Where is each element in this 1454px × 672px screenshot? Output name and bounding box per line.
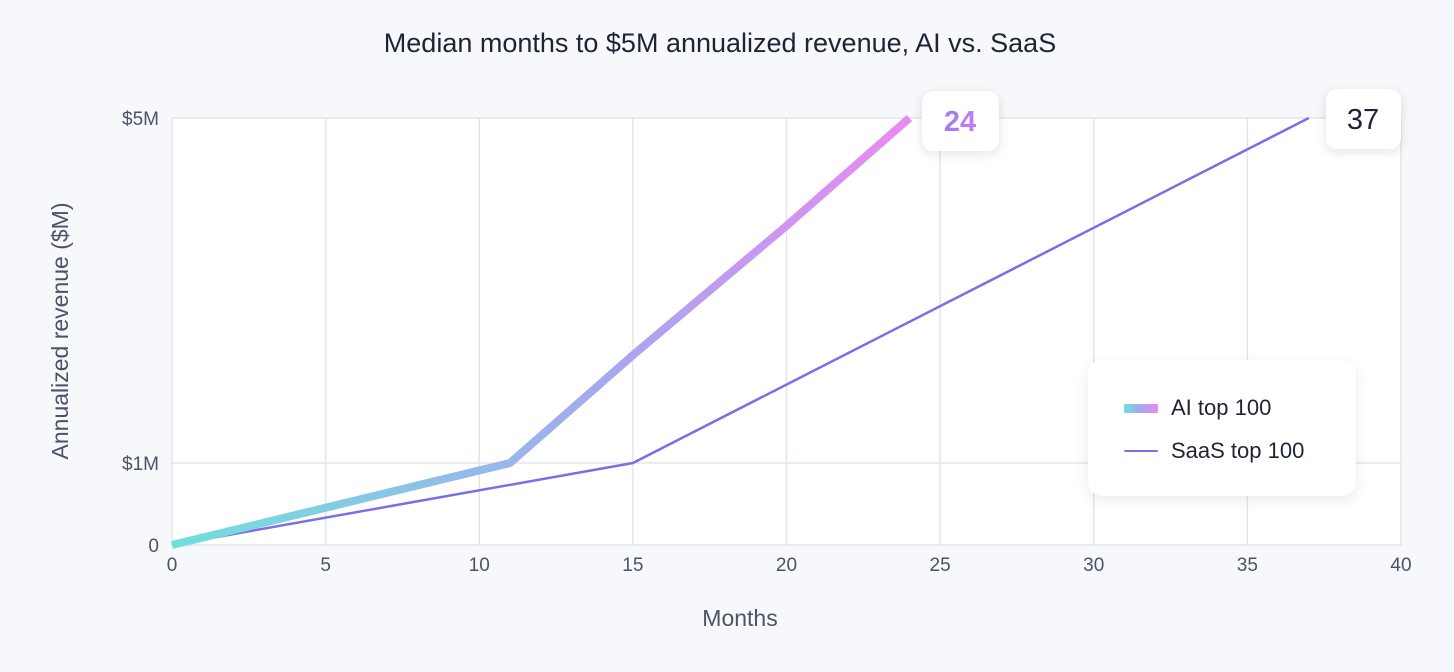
legend: AI top 100 SaaS top 100 — [1088, 360, 1356, 496]
saas-series-line — [171, 116, 1310, 547]
saas-end-label: 37 — [1326, 89, 1401, 149]
x-tick-label: 0 — [167, 555, 178, 576]
x-tick-label: 35 — [1237, 555, 1258, 576]
legend-item-saas: SaaS top 100 — [1124, 436, 1304, 466]
x-tick-label: 20 — [776, 555, 797, 576]
x-tick-label: 15 — [622, 555, 643, 576]
series — [171, 114, 1310, 549]
chart-title: Median months to $5M annualized revenue,… — [383, 28, 1057, 58]
saas-end-label-text: 37 — [1347, 104, 1379, 136]
legend-item-ai: AI top 100 — [1124, 393, 1271, 423]
x-tick-label: 30 — [1083, 555, 1104, 576]
y-axis-label: Annualized revenue ($M) — [47, 203, 73, 460]
legend-label-ai: AI top 100 — [1171, 395, 1272, 420]
x-tick-label: 10 — [469, 555, 490, 576]
ai-end-label: 24 — [922, 91, 999, 151]
ai-series-line — [171, 114, 913, 549]
x-tick-label: 25 — [930, 555, 951, 576]
x-tick-label: 5 — [320, 555, 331, 576]
y-tick-label: 0 — [148, 536, 159, 557]
saas-end-label-card — [1326, 89, 1401, 149]
ticks: 0 5 10 15 20 25 30 35 40 0 $1M $5M — [122, 109, 1412, 576]
ai-end-label-card — [922, 91, 999, 151]
x-axis-label: Months — [702, 605, 777, 631]
x-tick-label: 40 — [1390, 555, 1411, 576]
legend-swatch-saas — [1124, 450, 1158, 452]
y-tick-label: $1M — [122, 454, 159, 475]
y-tick-label: $5M — [122, 109, 159, 130]
legend-label-saas: SaaS top 100 — [1171, 438, 1305, 463]
ai-end-label-text: 24 — [944, 106, 976, 138]
legend-swatch-ai — [1124, 403, 1158, 413]
